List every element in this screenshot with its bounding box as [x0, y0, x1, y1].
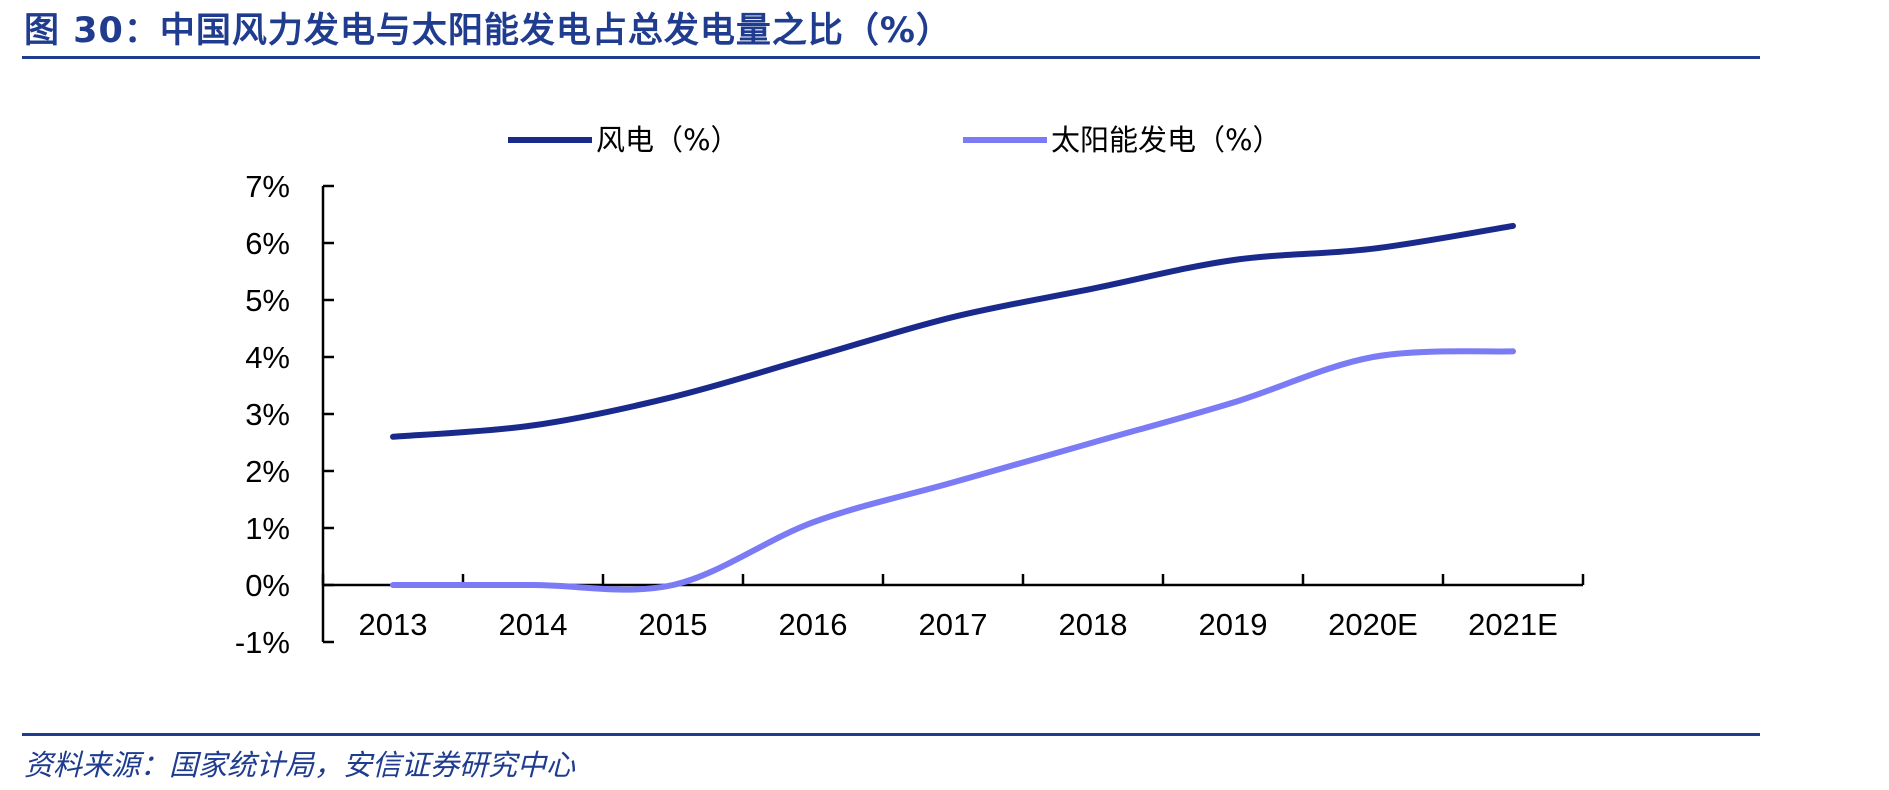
y-tick-label: 1% — [245, 511, 290, 546]
y-tick-label: 4% — [245, 340, 290, 375]
chart-legend: 风电（%） 太阳能发电（%） — [508, 123, 1282, 157]
series-line-1 — [390, 348, 1516, 593]
chart-series — [390, 222, 1516, 593]
y-tick-label: 7% — [245, 169, 290, 204]
x-tick-label: 2021E — [1468, 607, 1558, 642]
chart-axes — [321, 186, 1583, 642]
y-tick-label: 6% — [245, 226, 290, 261]
x-axis-ticks: 2013 2014 2015 2016 2017 2018 2019 2020E 2021E — [321, 574, 1585, 642]
series-line-0 — [390, 222, 1516, 440]
page-title: 图 30：中国风力发电与太阳能发电占总发电量之比（%） — [24, 11, 952, 51]
x-tick-label: 2016 — [779, 607, 848, 642]
y-tick-label: 0% — [245, 568, 290, 603]
x-tick-label: 2013 — [359, 607, 428, 642]
y-axis-ticks: -1% 0% 1% 2% 3% 4% 5% 6% 7% — [235, 169, 334, 660]
bottom-divider — [22, 733, 1760, 736]
top-divider — [22, 56, 1760, 59]
x-tick-label: 2015 — [639, 607, 708, 642]
y-tick-label: 2% — [245, 454, 290, 489]
y-tick-label: -1% — [235, 625, 290, 660]
legend-label-1: 太阳能发电（%） — [1051, 123, 1282, 157]
x-tick-label: 2017 — [919, 607, 988, 642]
x-tick-label: 2020E — [1328, 607, 1418, 642]
x-tick-label: 2018 — [1059, 607, 1128, 642]
x-tick-label: 2019 — [1199, 607, 1268, 642]
source-note: 资料来源：国家统计局，安信证券研究中心 — [24, 748, 576, 782]
y-tick-label: 5% — [245, 283, 290, 318]
x-tick-label: 2014 — [499, 607, 568, 642]
legend-label-0: 风电（%） — [596, 123, 740, 157]
y-tick-label: 3% — [245, 397, 290, 432]
